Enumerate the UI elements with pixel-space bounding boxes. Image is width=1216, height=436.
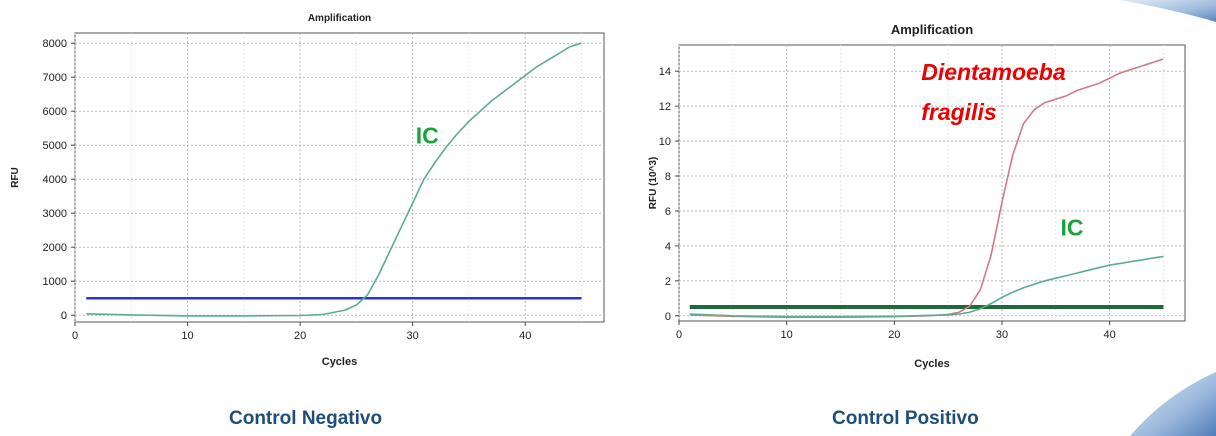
y-tick-label: 8000 bbox=[43, 38, 67, 50]
x-tick-label: 0 bbox=[676, 329, 682, 341]
x-tick-label: 40 bbox=[1104, 329, 1116, 341]
y-tick-label: 3000 bbox=[43, 208, 67, 220]
x-tick-label: 30 bbox=[996, 329, 1008, 341]
y-tick-label: 2 bbox=[665, 276, 671, 288]
annotation-label: fragilis bbox=[921, 99, 996, 125]
y-tick-label: 8 bbox=[665, 171, 671, 183]
y-tick-label: 6000 bbox=[43, 106, 67, 118]
series-line-ic bbox=[689, 255, 1164, 318]
y-tick-label: 12 bbox=[659, 101, 671, 113]
y-tick-label: 0 bbox=[61, 310, 67, 322]
y-tick-label: 4 bbox=[665, 241, 671, 253]
y-tick-label: 6 bbox=[665, 206, 671, 218]
annotation-label: Dientamoeba bbox=[921, 59, 1066, 85]
caption-control-positivo: Control Positivo bbox=[832, 408, 979, 429]
y-axis-label: RFU bbox=[10, 167, 21, 188]
x-axis-label: Cycles bbox=[914, 358, 949, 370]
x-axis-label: Cycles bbox=[322, 356, 357, 368]
chart-control-negativo: 0 10 20 30 40 0 1000 2000 3000 4000 5000 6000 7000 80… bbox=[10, 13, 605, 368]
plot-area bbox=[74, 32, 605, 323]
y-tick-label: 14 bbox=[659, 66, 671, 78]
chart-title: Amplification bbox=[891, 22, 973, 37]
series-line-ic bbox=[86, 42, 582, 317]
decorative-swoosh-bottom bbox=[1130, 372, 1216, 436]
x-tick-label: 10 bbox=[781, 329, 793, 341]
x-tick-label: 20 bbox=[888, 329, 900, 341]
y-tick-label: 7000 bbox=[43, 72, 67, 84]
y-tick-label: 5000 bbox=[43, 140, 67, 152]
x-tick-label: 40 bbox=[519, 330, 531, 342]
x-tick-label: 30 bbox=[407, 330, 419, 342]
y-tick-label: 0 bbox=[665, 311, 671, 323]
x-tick-label: 20 bbox=[294, 330, 306, 342]
x-tick-label: 0 bbox=[72, 330, 78, 342]
annotation-label: IC bbox=[416, 123, 439, 149]
x-tick-label: 10 bbox=[181, 330, 193, 342]
annotation-label: IC bbox=[1060, 214, 1083, 240]
y-tick-label: 10 bbox=[659, 136, 671, 148]
y-axis-label: RFU (10^3) bbox=[648, 157, 659, 210]
y-tick-label: 2000 bbox=[43, 242, 67, 254]
chart-title: Amplification bbox=[308, 13, 371, 24]
y-tick-label: 1000 bbox=[43, 276, 67, 288]
y-tick-label: 4000 bbox=[43, 174, 67, 186]
decorative-swoosh-top bbox=[1120, 0, 1216, 22]
caption-control-negativo: Control Negativo bbox=[229, 408, 383, 429]
chart-control-positivo: 0 10 20 30 40 0 2 4 6 8 10 12 14 Amplification Cycles R… bbox=[648, 22, 1186, 370]
plot-area bbox=[678, 44, 1186, 322]
